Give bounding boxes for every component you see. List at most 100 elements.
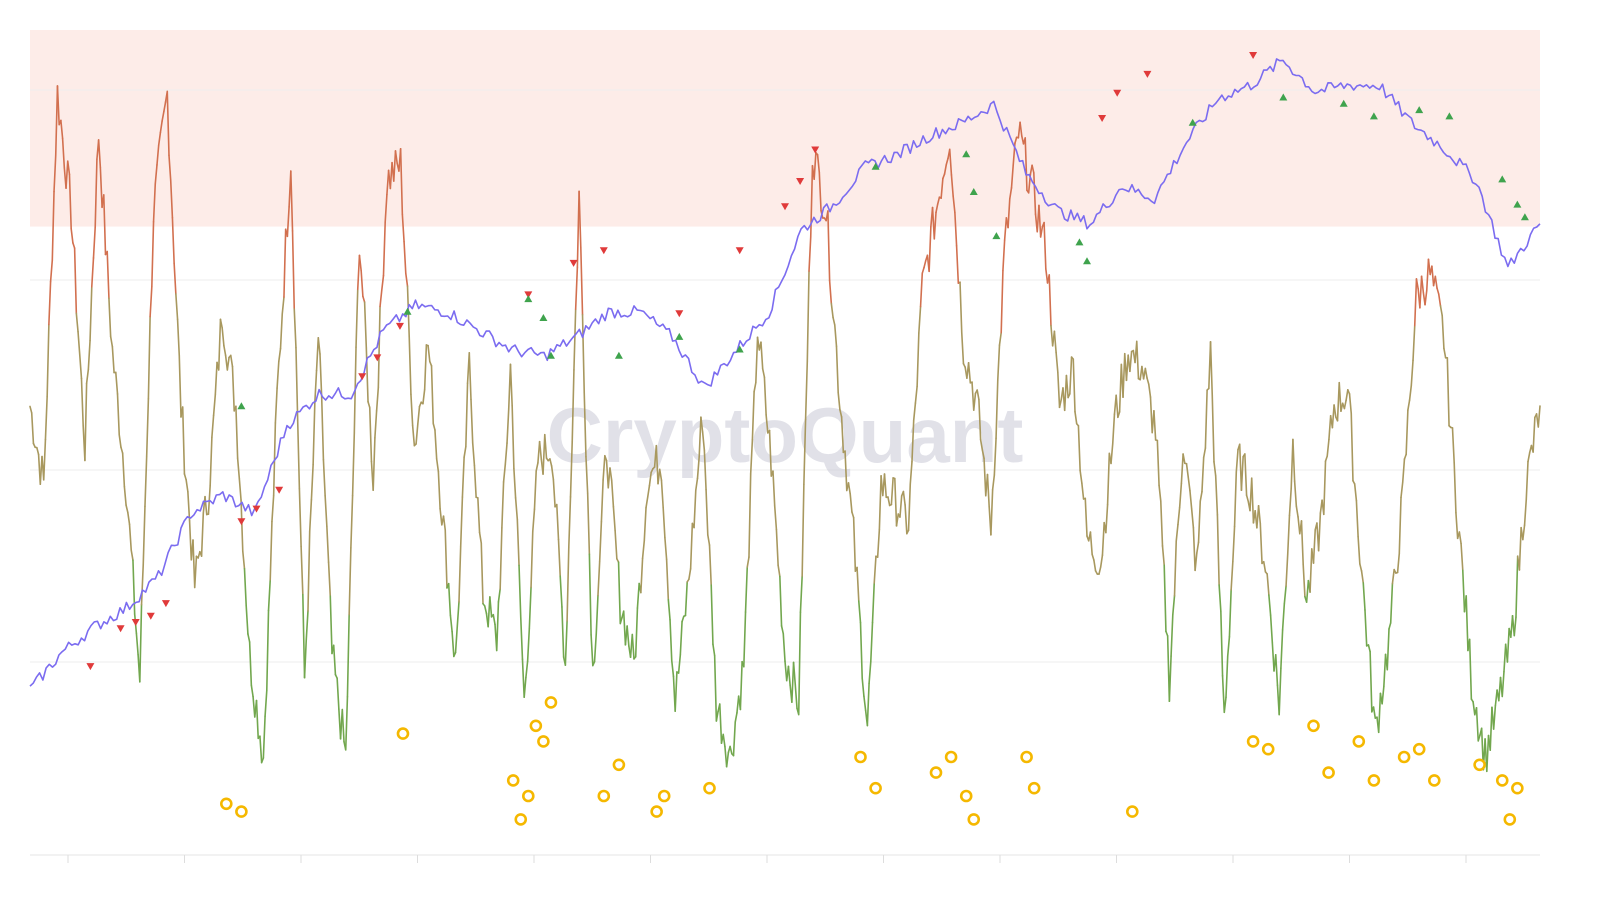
indicator-segment [1437,293,1442,307]
indicator-segment [75,312,79,333]
indicator-segment [857,600,862,624]
indicator-segment [710,584,714,646]
indicator-segment [1326,438,1330,457]
indicator-segment [580,246,584,316]
indicator-segment [1441,314,1445,350]
indicator-segment [1228,589,1232,638]
indicator-segment [1178,482,1183,509]
indicator-segment [852,516,857,572]
indicator-segment [269,520,273,581]
indicator-segment [1460,542,1464,572]
indicator-segment [410,393,414,427]
indicator-segment [792,661,797,686]
indicator-segment [1079,469,1083,484]
buy-marker [1369,112,1378,120]
bottom-marker [1495,774,1509,787]
overheated-zone [30,30,1540,227]
indicator-segment [878,475,882,531]
indicator-segment [1192,526,1196,572]
indicator-segment [111,345,115,374]
indicator-segment [175,293,179,321]
indicator-segment [609,467,613,482]
indicator-segment [914,385,918,404]
indicator-segment [808,236,812,272]
indicator-segment [976,389,980,401]
sell-marker [395,322,404,330]
indicator-segment [780,625,785,635]
indicator-segment [501,481,505,529]
indicator-segment [351,432,356,497]
indicator-segment [847,482,852,495]
indicator-segment [173,262,177,295]
indicator-segment [583,392,587,458]
indicator-segment [307,530,311,612]
indicator-segment [1369,650,1373,713]
indicator-segment [760,341,764,370]
indicator-segment [392,150,397,182]
indicator-segment [586,492,591,555]
indicator-segment [473,464,477,499]
indicator-segment [135,632,139,656]
indicator-segment [1129,350,1133,373]
indicator-segment [99,166,103,209]
indicator-segment [1443,347,1447,359]
indicator-segment [89,285,93,342]
indicator-segment [1081,482,1085,500]
indicator-segment [904,504,908,535]
indicator-segment [248,641,253,687]
indicator-segment [1518,526,1522,571]
indicator-segment [863,695,867,712]
indicator-segment [1003,217,1008,241]
indicator-segment [1156,439,1160,487]
bottom-marker [854,750,867,764]
indicator-segment [641,539,646,560]
indicator-segment [459,496,464,548]
indicator-segment [315,336,320,372]
indicator-segment [456,601,460,628]
buy-marker [969,188,978,195]
indicator-segment [185,479,189,493]
indicator-segment [787,665,791,687]
indicator-segment [1434,275,1438,290]
indicator-segment [362,295,366,303]
indicator-segment [422,388,426,405]
indicator-segment [401,213,405,243]
indicator-segment [950,174,954,197]
indicator-segment [1232,525,1236,563]
indicator-segment [60,119,64,140]
indicator-segment [782,632,786,663]
indicator-segment [120,446,124,454]
indicator-segment [265,609,270,692]
indicator-segment [511,404,515,470]
indicator-segment [1091,553,1095,561]
indicator-segment [1226,636,1231,658]
indicator-segment [1202,447,1207,459]
indicator-segment [1043,221,1047,270]
indicator-segment [1515,555,1519,618]
buy-marker [614,351,623,359]
indicator-segment [552,478,556,508]
indicator-segment [281,296,285,315]
indicator-segment [804,360,809,421]
indicator-segment [355,288,359,348]
indicator-segment [379,289,383,308]
indicator-segment [77,330,81,356]
indicator-segment [918,305,922,334]
indicator-segment [449,614,453,633]
indicator-segment [1209,341,1214,397]
indicator-segment [241,550,246,570]
indicator-segment [358,254,362,272]
indicator-segment [477,497,481,534]
indicator-segment [948,148,953,176]
indicator-segment [942,173,946,180]
buy-marker [1498,175,1507,183]
indicator-segment [1146,377,1150,386]
indicator-segment [763,376,767,416]
indicator-segment [698,416,702,458]
indicator-segment [1492,704,1497,730]
indicator-segment [617,561,622,625]
indicator-segment [1010,164,1015,189]
indicator-segment [640,557,644,594]
indicator-segment [489,596,493,618]
